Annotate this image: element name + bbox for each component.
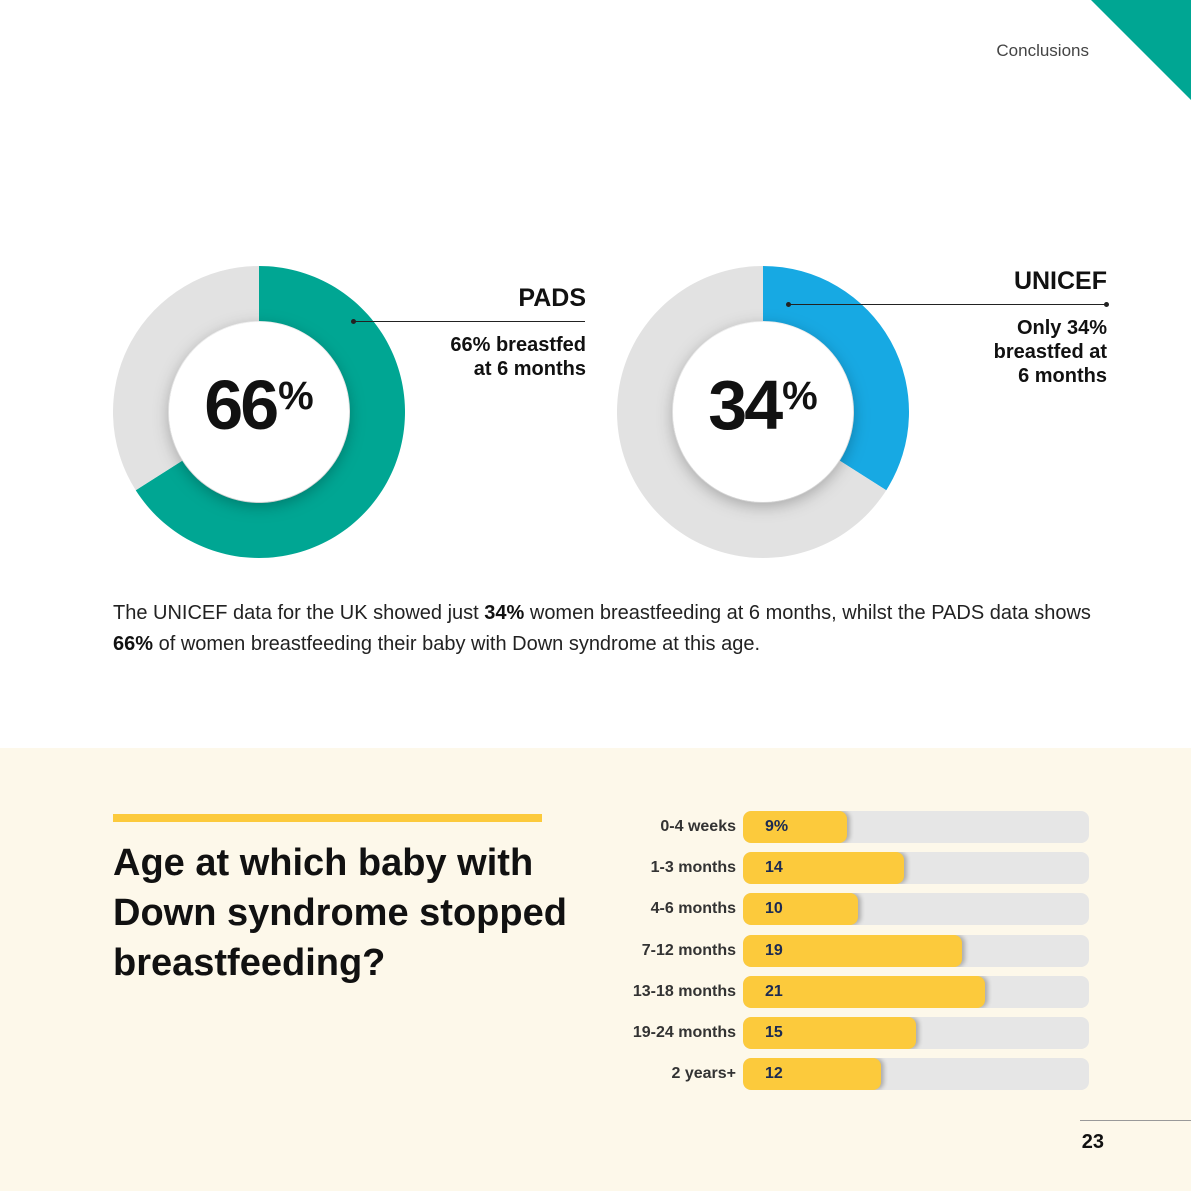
bar-row: 0-4 weeks 9% [600,811,1090,843]
pads-slice-0 [135,266,405,558]
bar-category-label: 13-18 months [632,982,736,1000]
unicef-percent-symbol: % [782,374,818,418]
bar [743,1058,882,1091]
unicef-donut-svg [617,266,909,558]
summary-text: women breastfeeding at 6 months, whilst … [524,602,1091,624]
bar [743,975,986,1008]
bar-category-label: 19-24 months [632,1024,736,1041]
bar-value-label: 15 [765,1024,783,1041]
unicef-leader-dot-end [1104,302,1109,307]
bar [743,934,963,967]
unicef-percent: 34% [617,370,909,440]
unicef-slice-1 [617,266,887,558]
unicef-callout-line: Only 34% [1016,317,1107,339]
bar-track: 21 [743,975,1089,1008]
bar-row: 7-12 months 19 [600,934,1090,967]
footer-rule [1080,1120,1191,1121]
bar-track: 10 [743,893,1089,926]
bar-category-label: 4-6 months [650,900,736,918]
pads-callout-line: at 6 months [473,358,586,380]
unicef-callout-text: Only 34% breastfed at 6 months [994,316,1107,388]
bar [743,811,847,843]
pads-callout-text: 66% breastfed at 6 months [450,333,586,381]
unicef-callout-title: UNICEF [1013,267,1107,295]
page-number: 23 [1081,1131,1104,1153]
bar-chart-title: Age at which baby with Down syndrome sto… [113,842,567,984]
bar [743,852,905,885]
bar-track: 15 [743,1017,1089,1049]
bar-row: 2 years+ 12 [600,1058,1090,1091]
bar-value-label: 21 [765,982,783,1000]
title-accent-bar [113,814,542,822]
bar-row: 19-24 months 15 [600,1017,1090,1049]
unicef-donut-chart: 34% [617,266,909,558]
bar-category-label: 0-4 weeks [660,818,736,835]
pads-leader-dot [351,319,356,324]
pads-percent-value: 66 [204,366,279,444]
bar-row: 4-6 months 10 [600,893,1090,926]
summary-highlight: 66% [113,633,154,655]
summary-highlight: 34% [484,602,525,624]
bar-row: 1-3 months 14 [600,852,1090,885]
unicef-callout-line: 6 months [1018,365,1107,387]
bar-row: 13-18 months 21 [600,975,1090,1008]
bar-category-label: 2 years+ [671,1065,736,1083]
pads-percent: 66% [113,370,405,440]
bar-category-label: 1-3 months [650,859,736,877]
pads-slice-1 [113,266,259,491]
unicef-callout-line: breastfed at [993,341,1107,363]
bar-category-label: 7-12 months [641,941,736,959]
summary-paragraph: The UNICEF data for the UK showed just 3… [113,598,1113,660]
summary-text: of women breastfeeding their baby with D… [153,633,761,655]
summary-text: The UNICEF data for the UK showed just [113,602,485,624]
bar-value-label: 12 [765,1065,783,1083]
corner-triangle-decoration [1091,0,1191,100]
bar-value-label: 10 [765,900,783,918]
pads-donut-svg [113,266,405,558]
bar-value-label: 14 [765,859,783,877]
bar-track: 12 [743,1058,1089,1091]
bar [743,893,859,926]
unicef-leader-dot [786,302,791,307]
pads-donut-chart: 66% [113,266,405,558]
unicef-leader-line [786,302,1109,307]
unicef-percent-value: 34 [708,366,783,444]
pads-callout-line: 66% breastfed [450,334,586,356]
section-label: Conclusions [996,41,1089,60]
unicef-slice-0 [763,266,909,491]
bar-track: 14 [743,852,1089,885]
unicef-donut-center [673,322,853,502]
pads-leader-line [351,319,585,324]
pads-percent-symbol: % [278,374,314,418]
pads-donut-center [169,322,349,502]
bar [743,1017,916,1049]
bar-value-label: 9% [765,818,789,835]
bar-track: 19 [743,934,1089,967]
bar-value-label: 19 [765,941,783,959]
bar-track: 9% [743,811,1089,843]
pads-callout-title: PADS [518,284,586,312]
